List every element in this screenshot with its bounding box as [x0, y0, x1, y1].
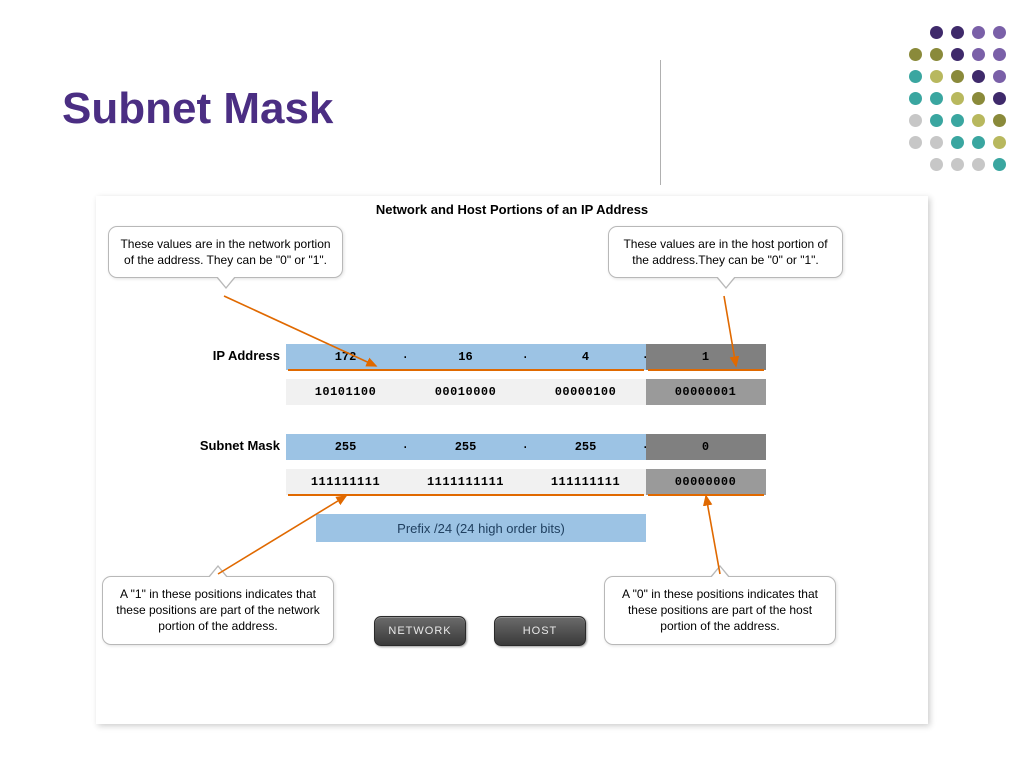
callout-text: A "1" in these positions indicates that …: [116, 587, 319, 633]
button-label: HOST: [523, 625, 558, 637]
callout-text: A "0" in these positions indicates that …: [622, 587, 818, 633]
prefix-bar: Prefix /24 (24 high order bits): [316, 514, 646, 542]
ip-dec-octet-1: 16.: [406, 344, 526, 370]
callout-ones-network: A "1" in these positions indicates that …: [102, 576, 334, 645]
ip-host-underline: [648, 369, 764, 371]
ip-bin-octet-3: 00000001: [646, 379, 766, 405]
mask-bin-octet-2: 111111111: [526, 469, 646, 495]
callout-text: These values are in the network portion …: [120, 237, 330, 267]
mask-dec-octet-3: 0: [646, 434, 766, 460]
mask-dec-octet-0: 255.: [286, 434, 406, 460]
mask-bin-octet-1: 1111111111: [406, 469, 526, 495]
ip-bin-octet-2: 00000100: [526, 379, 646, 405]
button-label: NETWORK: [388, 625, 451, 637]
callout-zeros-host: A "0" in these positions indicates that …: [604, 576, 836, 645]
ip-binary-row: 10101100000100000000010000000001: [286, 379, 766, 405]
page-title: Subnet Mask: [62, 84, 333, 134]
ip-bin-octet-0: 10101100: [286, 379, 406, 405]
prefix-label: Prefix /24 (24 high order bits): [397, 521, 565, 536]
callout-network-values: These values are in the network portion …: [108, 226, 343, 278]
callout-text: These values are in the host portion of …: [623, 237, 827, 267]
network-button[interactable]: NETWORK: [374, 616, 466, 646]
mask-bin-octet-0: 111111111: [286, 469, 406, 495]
mask-dec-octet-2: 255.: [526, 434, 646, 460]
mask-binary-row: 111111111111111111111111111100000000: [286, 469, 766, 495]
ip-bin-octet-1: 00010000: [406, 379, 526, 405]
mask-bin-octet-3: 00000000: [646, 469, 766, 495]
ip-dec-octet-2: 4.: [526, 344, 646, 370]
title-divider: [660, 60, 661, 185]
subnet-mask-label: Subnet Mask: [180, 438, 280, 453]
ip-dec-octet-0: 172.: [286, 344, 406, 370]
ip-dec-octet-3: 1: [646, 344, 766, 370]
mask-decimal-row: 255.255.255.0: [286, 434, 766, 460]
callout-host-values: These values are in the host portion of …: [608, 226, 843, 278]
subnet-diagram: Network and Host Portions of an IP Addre…: [96, 196, 928, 724]
ip-net-underline: [288, 369, 644, 371]
ip-decimal-row: 172.16.4.1: [286, 344, 766, 370]
mask-net-underline: [288, 494, 644, 496]
diagram-heading: Network and Host Portions of an IP Addre…: [96, 202, 928, 217]
mask-dec-octet-1: 255.: [406, 434, 526, 460]
ip-address-label: IP Address: [180, 348, 280, 363]
host-button[interactable]: HOST: [494, 616, 586, 646]
decorative-dot-grid: [888, 26, 1006, 180]
mask-host-underline: [648, 494, 764, 496]
